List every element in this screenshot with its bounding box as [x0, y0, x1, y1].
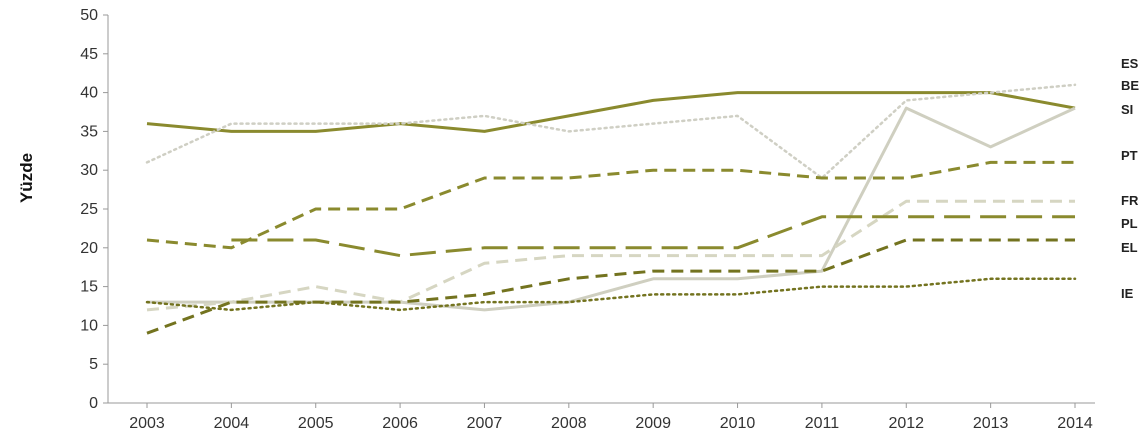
- x-tick-label: 2005: [298, 415, 334, 432]
- x-tick-label: 2006: [382, 415, 418, 432]
- x-tick-label: 2003: [129, 415, 165, 432]
- x-tick-label: 2009: [635, 415, 671, 432]
- series-line-es: [146, 91, 1076, 133]
- y-tick-label: 10: [80, 317, 98, 334]
- y-tick-label: 25: [80, 201, 98, 218]
- x-tick-labels: 2003 2004 2005 2006 2007 2008 2009 2010 2011 2012…: [129, 403, 1093, 432]
- series-line-ie: [145, 277, 1077, 312]
- series-label-pt: PT: [1121, 148, 1138, 163]
- x-tick-label: 2007: [467, 415, 503, 432]
- y-tick-labels: 0 5 10 15 20 25 30 35 40 45 50: [80, 7, 108, 412]
- y-tick-label: 50: [80, 7, 98, 24]
- series-label-ie: IE: [1121, 286, 1134, 301]
- series-label-pl: PL: [1121, 216, 1138, 231]
- series-label-be: BE: [1121, 78, 1139, 93]
- series-line-si: [147, 106, 1076, 312]
- y-tick-label: 0: [89, 395, 98, 412]
- series-line-el: [146, 238, 1075, 335]
- axes: [107, 15, 1095, 404]
- y-tick-label: 15: [80, 279, 98, 296]
- y-tick-label: 5: [89, 356, 98, 373]
- y-tick-label: 35: [80, 123, 98, 140]
- series-label-si: SI: [1121, 102, 1133, 117]
- series-line-be: [145, 83, 1077, 180]
- x-tick-label: 2012: [888, 415, 924, 432]
- y-tick-label: 45: [80, 46, 98, 63]
- series-label-el: EL: [1121, 240, 1138, 255]
- series-line-pl: [231, 215, 1075, 258]
- y-tick-label: 20: [80, 240, 98, 257]
- y-tick-label: 40: [80, 85, 98, 102]
- y-tick-label: 30: [80, 162, 98, 179]
- series-label-es: ES: [1121, 56, 1139, 71]
- series-line-pt: [146, 160, 1075, 250]
- x-tick-label: 2014: [1057, 415, 1093, 432]
- series-lines: [145, 83, 1077, 335]
- y-axis-label: Yüzde: [17, 153, 36, 203]
- series-labels: ES BE SI PT FR PL EL IE: [1121, 56, 1139, 301]
- x-tick-label: 2011: [805, 415, 840, 432]
- series-label-fr: FR: [1121, 193, 1139, 208]
- series-line-fr: [146, 199, 1075, 312]
- x-tick-label: 2013: [973, 415, 1009, 432]
- x-tick-label: 2008: [551, 415, 587, 432]
- x-tick-label: 2010: [720, 415, 756, 432]
- x-tick-label: 2004: [214, 415, 250, 432]
